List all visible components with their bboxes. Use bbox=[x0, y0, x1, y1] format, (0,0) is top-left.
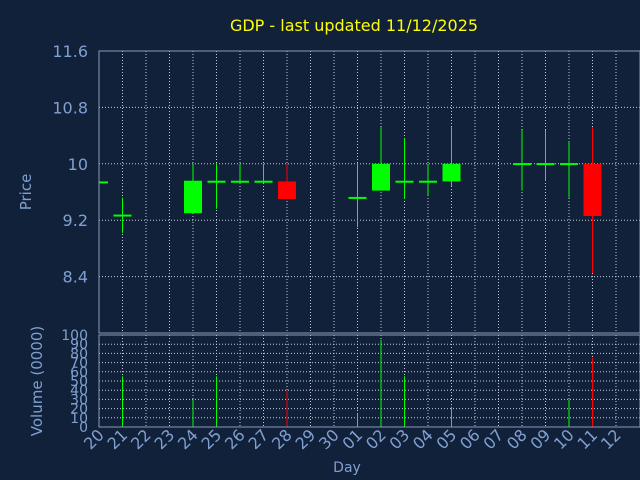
candle-body bbox=[536, 163, 555, 166]
day-gridlines bbox=[122, 51, 617, 427]
x-axis-label: Day bbox=[333, 460, 361, 476]
candle-body bbox=[560, 163, 578, 166]
candle-body bbox=[419, 180, 437, 183]
candle-body bbox=[442, 163, 461, 182]
candle-body bbox=[513, 163, 531, 166]
volume-tick-label: 30 bbox=[70, 392, 88, 408]
volume-tick-label: 60 bbox=[70, 365, 88, 381]
day-tick-labels: 2021222324252627282930010203040506070809… bbox=[80, 425, 625, 453]
candle-body bbox=[113, 214, 132, 217]
volume-panel-frame bbox=[98, 334, 640, 428]
candle-body bbox=[207, 180, 226, 183]
chart-title: GDP - last updated 11/12/2025 bbox=[230, 16, 478, 35]
price-tick-label: 9.2 bbox=[63, 211, 88, 230]
volume-tick-label: 10 bbox=[70, 411, 88, 427]
volume-tick-label: 0 bbox=[79, 420, 88, 436]
candle-body bbox=[231, 180, 249, 183]
candle-body bbox=[184, 180, 202, 214]
price-tick-labels: 11.6 10.8 10 9.2 8.4 bbox=[52, 42, 88, 287]
volume-tick-label: 100 bbox=[61, 328, 88, 344]
volume-bars bbox=[122, 339, 593, 427]
price-axis-label: Price bbox=[17, 174, 35, 211]
volume-tick-label: 50 bbox=[70, 374, 88, 390]
volume-tick-label: 80 bbox=[70, 346, 88, 362]
candle-body bbox=[278, 181, 296, 200]
volume-tick-label: 90 bbox=[70, 337, 88, 353]
candle-body bbox=[99, 181, 108, 184]
candle-body bbox=[372, 163, 390, 191]
price-tick-label: 10.8 bbox=[52, 98, 88, 117]
volume-tick-label: 20 bbox=[70, 402, 88, 418]
candle-body bbox=[254, 180, 273, 183]
price-candles bbox=[99, 127, 602, 274]
price-tick-label: 10 bbox=[68, 155, 88, 174]
volume-tick-label: 40 bbox=[70, 383, 88, 399]
candle-body bbox=[348, 196, 367, 199]
volume-tick-label: 70 bbox=[70, 356, 88, 372]
price-tick-label: 8.4 bbox=[63, 268, 88, 287]
candle-body bbox=[583, 163, 602, 216]
price-tick-label: 11.6 bbox=[52, 42, 88, 61]
candle-body bbox=[395, 180, 414, 183]
price-panel-frame bbox=[98, 50, 640, 334]
volume-axis-label: Volume (0000) bbox=[28, 326, 46, 436]
